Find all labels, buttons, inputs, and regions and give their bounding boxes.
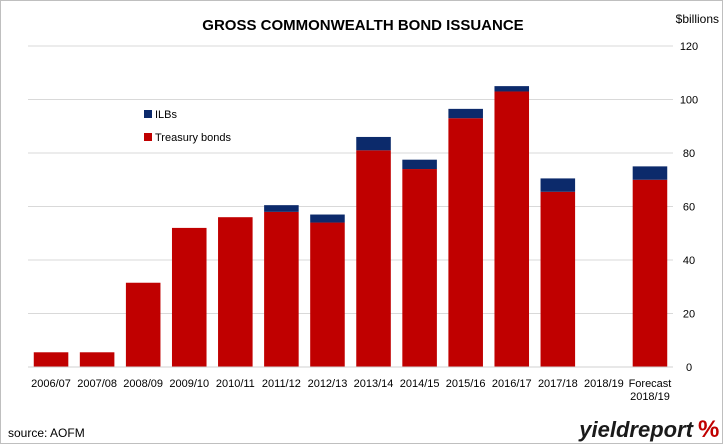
y-tick-label: 80 [683,148,695,160]
x-tick-label: 2011/12 [262,378,301,390]
bar-treasury-bonds [171,227,207,367]
bar-treasury-bonds [218,217,253,367]
gridlines [28,45,673,314]
logo-percent-icon: % [698,416,719,443]
x-tick-label: 2010/11 [216,378,255,390]
y-tick-label: 0 [686,362,692,374]
bar-treasury-bonds [494,91,530,367]
y-tick-label: 20 [683,309,695,321]
legend-label-ilbs: ILBs [155,109,178,121]
bar-ilbs [494,86,530,92]
x-tick-label: 2017/18 [538,378,578,390]
bar-treasury-bonds [33,352,69,367]
bar-ilbs [540,178,576,192]
y-tick-label: 40 [683,255,695,267]
bar-treasury-bonds [632,179,668,367]
bars [33,86,668,367]
bar-treasury-bonds [402,169,437,367]
y-tick-label: 120 [680,41,698,53]
x-tick-label: Forecast 2018/19 [629,378,672,403]
bar-ilbs [632,166,668,180]
bar-treasury-bonds [79,352,115,367]
bar-treasury-bonds [310,222,345,367]
x-tick-label: 2018/19 [584,378,624,390]
bar-ilbs [356,136,391,151]
x-tick-label: 2012/13 [308,378,348,390]
y-unit-label: $billions [676,12,719,26]
bar-treasury-bonds [356,150,391,367]
bar-treasury-bonds [448,118,483,367]
legend-swatch-treasury [144,133,152,141]
x-tick-label: 2008/09 [123,378,163,390]
bar-treasury-bonds [264,211,299,367]
bar-treasury-bonds [125,282,161,367]
legend-label-treasury: Treasury bonds [155,132,232,144]
x-tick-label: 2007/08 [77,378,117,390]
bar-ilbs [402,159,437,170]
x-tick-label: 2015/16 [446,378,486,390]
x-tick-label: 2016/17 [492,378,532,390]
chart-title: GROSS COMMONWEALTH BOND ISSUANCE [202,17,523,34]
bar-ilbs [448,108,483,119]
legend: ILBs Treasury bonds [144,109,232,144]
bar-treasury-bonds [540,191,576,367]
y-tick-label: 100 [680,95,698,107]
x-tick-label: 2006/07 [31,378,71,390]
x-tick-labels: 2006/07 2007/08 2008/09 2009/10 2010/11 2011/… [31,378,671,403]
y-tick-labels: 0 20 40 60 80 100 120 [680,41,698,374]
yieldreport-logo: yieldreport % [578,416,719,443]
bar-ilbs [264,205,299,212]
x-tick-label: 2013/14 [354,378,394,390]
legend-swatch-ilbs [144,110,152,118]
bar-ilbs [310,214,345,223]
source-note: source: AOFM [8,426,85,440]
x-tick-label: 2014/15 [400,378,440,390]
logo-wordmark: yieldreport [578,417,694,442]
x-tick-label: 2009/10 [169,378,209,390]
y-tick-label: 60 [683,202,695,214]
